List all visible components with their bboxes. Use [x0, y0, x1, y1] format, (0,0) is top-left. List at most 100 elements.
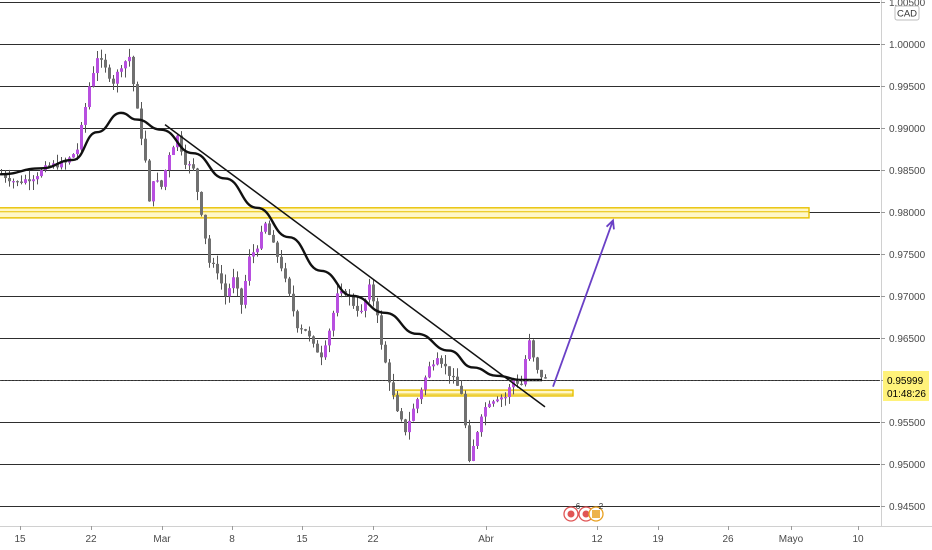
- candle-body: [356, 305, 359, 311]
- candle-body: [312, 336, 315, 344]
- candle-body: [368, 284, 371, 300]
- candle-body: [472, 445, 475, 461]
- candle-body: [276, 242, 279, 257]
- trendline[interactable]: [164, 124, 546, 408]
- candle-body: [452, 375, 455, 378]
- resistance-zone[interactable]: [0, 207, 810, 219]
- candle-body: [448, 366, 451, 376]
- candle-body: [56, 163, 59, 168]
- candle-body: [364, 299, 367, 311]
- candle-body: [404, 419, 407, 433]
- candle-body: [152, 181, 155, 202]
- x-tick-label: 22: [367, 534, 379, 545]
- candle-body: [416, 399, 419, 409]
- projection-arrow[interactable]: [552, 218, 615, 388]
- candle-body: [352, 296, 355, 306]
- candle-body: [192, 164, 195, 169]
- candle-body: [52, 163, 55, 166]
- candle-body: [16, 181, 19, 183]
- candle-body: [336, 293, 339, 313]
- candle-body: [476, 432, 479, 446]
- event-count-2: 2: [599, 502, 604, 511]
- candle-body: [20, 181, 23, 183]
- currency-badge[interactable]: CAD: [894, 5, 920, 21]
- candle-body: [224, 283, 227, 297]
- candle-body: [492, 401, 495, 404]
- candle-body: [420, 389, 423, 400]
- candle-body: [40, 170, 43, 177]
- candle-body: [488, 403, 491, 408]
- candle-body: [444, 363, 447, 367]
- candle-body: [180, 135, 183, 152]
- candle-body: [220, 273, 223, 284]
- y-tick-label: 0.94500: [889, 502, 926, 513]
- candle-body: [228, 288, 231, 297]
- price-axis[interactable]: 1.00500 1.00000 0.99500 0.99000 0.98500 0.980…: [881, 0, 926, 513]
- candle-body: [300, 328, 303, 330]
- candle-body: [524, 359, 527, 385]
- candle-body: [380, 315, 383, 345]
- candle-body: [256, 248, 259, 253]
- x-tick-label: 12: [591, 534, 603, 545]
- candle-body: [456, 376, 459, 386]
- candle-body: [252, 252, 255, 257]
- candle-body: [156, 180, 159, 182]
- candle-body: [288, 278, 291, 294]
- candle-body: [388, 362, 391, 383]
- candle-body: [500, 397, 503, 400]
- candle-body: [164, 170, 167, 187]
- candle-body: [72, 154, 75, 158]
- candle-body: [332, 312, 335, 331]
- candles: [0, 48, 547, 463]
- candle-body: [200, 191, 203, 215]
- candle-body: [116, 71, 119, 84]
- candle-body: [392, 382, 395, 396]
- candle-body: [104, 59, 107, 68]
- x-tick-label: Mayo: [779, 534, 804, 545]
- candle-body: [272, 234, 275, 243]
- candle-body: [504, 397, 507, 399]
- countdown-value: 01:48:26: [887, 389, 926, 400]
- candle-body: [208, 238, 211, 263]
- candle-body: [96, 58, 99, 74]
- candle-body: [100, 58, 103, 60]
- candle-body: [496, 399, 499, 402]
- candle-body: [84, 107, 87, 125]
- event-markers[interactable]: 6 2: [563, 502, 604, 522]
- candle-body: [136, 84, 139, 109]
- candle-body: [424, 377, 427, 390]
- current-price-label: 0.95999 01:48:26: [883, 371, 929, 401]
- candle-body: [396, 395, 399, 412]
- candle-body: [48, 165, 51, 167]
- candle-body: [120, 68, 123, 72]
- candle-body: [292, 293, 295, 312]
- x-tick-label: 19: [652, 534, 664, 545]
- projection-shaft: [552, 220, 614, 388]
- candle-body: [128, 56, 131, 62]
- candle-body: [328, 330, 331, 346]
- candle-body: [168, 155, 171, 171]
- candle-body: [236, 277, 239, 289]
- candle-body: [240, 288, 243, 305]
- x-tick-label: 22: [85, 534, 97, 545]
- candle-body: [464, 393, 467, 426]
- x-tick-label: 26: [722, 534, 734, 545]
- candle-body: [76, 149, 79, 155]
- candle-body: [24, 179, 27, 183]
- candle-body: [264, 223, 267, 232]
- candle-body: [296, 311, 299, 329]
- candle-body: [484, 407, 487, 417]
- candle-body: [544, 377, 547, 379]
- candle-body: [528, 340, 531, 360]
- candle-body: [60, 161, 63, 168]
- candle-body: [124, 61, 127, 69]
- currency-label: CAD: [897, 9, 917, 20]
- x-tick-label: Mar: [153, 534, 171, 545]
- time-axis[interactable]: 15 22 Mar 8 15 22 Abr 12 19 26 Mayo 10: [14, 526, 864, 545]
- zones: [0, 207, 810, 397]
- candle-body: [88, 86, 91, 108]
- candle-body: [8, 178, 11, 182]
- candle-body: [112, 78, 115, 84]
- candle-body: [132, 56, 135, 85]
